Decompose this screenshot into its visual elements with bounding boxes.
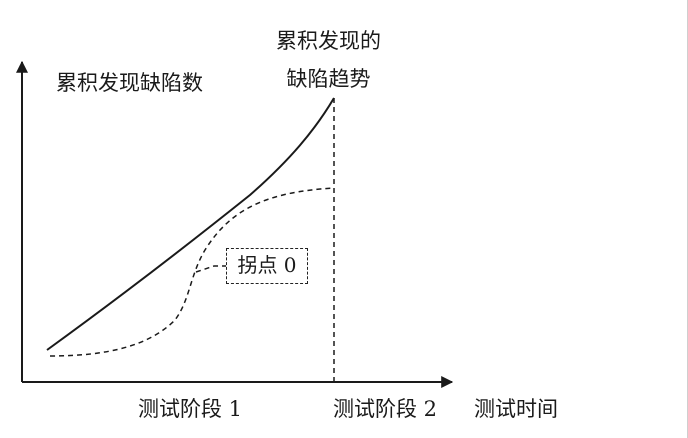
cumulative-defect-curve — [46, 97, 335, 351]
x-axis-label: 测试时间 — [474, 397, 558, 421]
trend-callout-line-1: 累积发现的 — [276, 29, 381, 53]
y-axis-label: 累积发现缺陷数 — [56, 71, 203, 95]
actual-defect-dashed-curve — [49, 187, 335, 357]
stage-2-label: 测试阶段 2 — [333, 397, 438, 421]
trend-callout-line-2: 缺陷趋势 — [286, 67, 371, 91]
inflection-pointer — [195, 265, 226, 273]
trend-callout-label: 累积发现的 缺陷趋势 — [276, 22, 381, 98]
stage-1-label: 测试阶段 1 — [138, 397, 243, 421]
inflection-point-label: 拐点 0 — [226, 248, 308, 284]
